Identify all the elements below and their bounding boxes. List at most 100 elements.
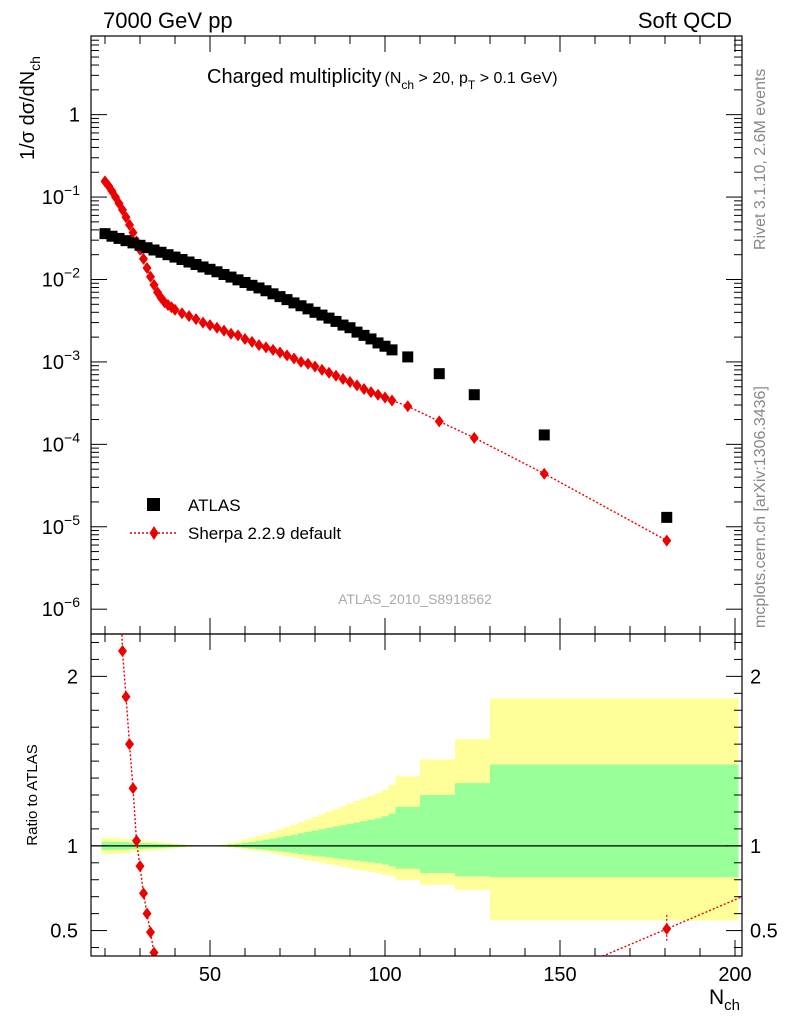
sherpa-point <box>296 355 306 368</box>
main-y-tick-label: 10−2 <box>42 264 80 291</box>
x-tick-label: 100 <box>368 964 401 986</box>
ratio-sherpa-line-tail <box>601 896 742 956</box>
xlabel-sub: ch <box>724 997 740 1014</box>
sherpa-point <box>261 341 271 354</box>
ratio-y-axis-label: Ratio to ATLAS <box>24 744 41 845</box>
atlas-point <box>239 276 251 288</box>
atlas-point <box>148 244 160 256</box>
ratio-sherpa-point <box>142 907 152 920</box>
ratio-sherpa-point <box>121 690 131 703</box>
atlas-point <box>323 312 335 324</box>
sherpa-point <box>177 307 187 320</box>
sherpa-point <box>142 261 152 274</box>
subtitle-n: N <box>390 70 402 87</box>
ratio-panel: 0.5 0.5 1 1 2 2 50 100 150 200 Ratio to ATLAS <box>24 633 778 986</box>
tick-exponent: −4 <box>64 429 80 445</box>
atlas-point <box>204 263 216 275</box>
sherpa-point <box>434 415 444 428</box>
sherpa-point <box>359 382 369 395</box>
sherpa-point <box>184 310 194 323</box>
atlas-point <box>351 326 363 338</box>
legend: ATLAS Sherpa 2.2.9 default <box>130 496 341 543</box>
atlas-point <box>365 333 377 345</box>
sherpa-point <box>345 376 355 389</box>
ratio-y-tick-label-right: 2 <box>750 666 761 688</box>
atlas-point <box>267 288 279 300</box>
sherpa-point <box>310 360 320 373</box>
ratio-y-tick-label-left: 2 <box>67 666 78 688</box>
sherpa-point <box>275 346 285 359</box>
main-y-tick-label: 10−4 <box>42 429 80 456</box>
tick-exponent: −6 <box>64 594 80 610</box>
sherpa-point <box>662 534 672 547</box>
atlas-point <box>386 344 398 356</box>
atlas-point <box>197 261 209 273</box>
atlas-point <box>288 297 300 309</box>
sherpa-point <box>366 386 376 399</box>
atlas-point <box>281 294 293 306</box>
atlas-point <box>309 306 321 318</box>
sherpa-point <box>146 270 155 283</box>
sherpa-point <box>331 369 341 382</box>
atlas-point <box>218 268 230 280</box>
atlas-point <box>190 259 202 271</box>
uncertainty-band-inner <box>101 764 739 878</box>
sherpa-point <box>268 343 278 356</box>
side-label-rivet: Rivet 3.1.10, 2.6M events <box>752 69 769 250</box>
ratio-y-tick-label-right: 1 <box>750 836 761 858</box>
sherpa-point <box>539 467 549 480</box>
ratio-sherpa-point <box>128 782 138 795</box>
ratio-sherpa-point <box>146 926 155 939</box>
tick-base: 1 <box>69 105 80 127</box>
sherpa-point <box>170 303 180 316</box>
ratio-y-tick-label-left: 0.5 <box>50 921 78 943</box>
sherpa-point <box>469 431 479 444</box>
atlas-point <box>316 309 328 321</box>
sherpa-point <box>380 391 390 404</box>
tick-exponent: −5 <box>64 512 80 528</box>
atlas-point <box>538 429 550 441</box>
main-plot-data <box>99 175 673 547</box>
ratio-sherpa-point <box>135 860 145 873</box>
tick-exponent: −2 <box>64 264 80 280</box>
legend-sherpa-marker <box>149 526 159 540</box>
ratio-y-tick-label-left: 1 <box>67 836 78 858</box>
subtitle-gt01: > 0.1 GeV) <box>475 70 557 87</box>
sherpa-point <box>125 218 134 231</box>
main-y-tick-label: 10−3 <box>42 347 80 374</box>
tick-base: 10 <box>42 599 64 621</box>
legend-sherpa-label: Sherpa 2.2.9 default <box>188 524 341 543</box>
sherpa-point <box>226 327 236 340</box>
analysis-watermark: ATLAS_2010_S8918562 <box>338 591 492 607</box>
atlas-point <box>106 230 118 242</box>
header-right: Soft QCD <box>638 8 732 33</box>
tick-base: 10 <box>42 187 64 209</box>
main-title: Charged multiplicity (Nch > 20, pT > 0.1 … <box>207 66 558 92</box>
atlas-point <box>99 228 111 240</box>
x-tick-label: 200 <box>718 964 751 986</box>
sherpa-point <box>233 329 243 342</box>
legend-atlas-marker <box>147 498 160 511</box>
sherpa-point <box>198 316 208 329</box>
tick-exponent: −1 <box>64 182 80 198</box>
atlas-point <box>183 256 195 268</box>
header-left: 7000 GeV pp <box>103 8 233 33</box>
sherpa-point <box>373 388 383 401</box>
sherpa-point <box>121 211 131 224</box>
ratio-sherpa-point <box>149 946 159 956</box>
atlas-point <box>330 315 342 327</box>
xlabel-n: N <box>709 986 724 1009</box>
sherpa-point <box>282 349 292 362</box>
main-y-tick-label: 10−5 <box>42 512 80 539</box>
tick-base: 10 <box>42 517 64 539</box>
sherpa-point <box>324 366 334 379</box>
tick-base: 10 <box>42 352 64 374</box>
atlas-point <box>372 337 384 349</box>
atlas-point <box>468 389 480 401</box>
sherpa-point <box>403 400 413 413</box>
ratio-axis-ticks <box>91 634 742 956</box>
atlas-point <box>260 285 272 297</box>
ratio-series-group <box>118 634 742 956</box>
atlas-point <box>253 282 265 294</box>
